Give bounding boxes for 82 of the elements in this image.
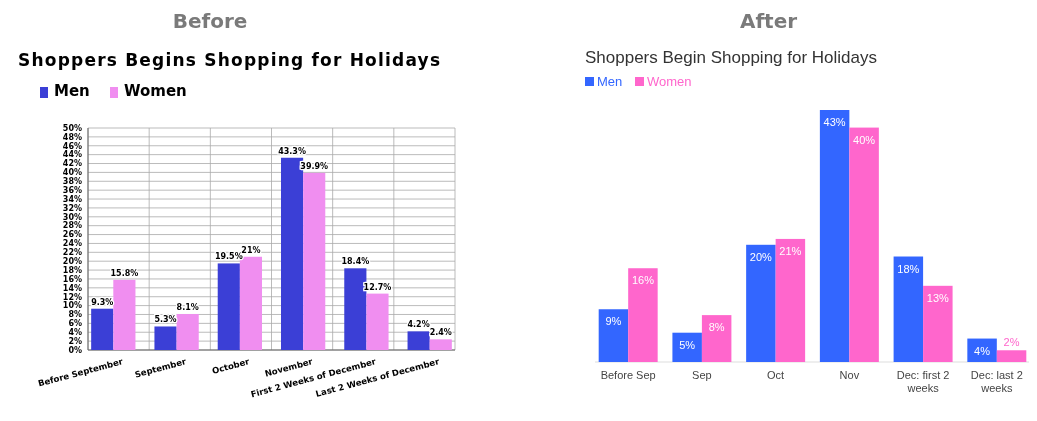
data-label: 2.4% — [429, 328, 452, 338]
data-label: 4% — [974, 344, 991, 357]
y-tick-label: 32% — [62, 203, 82, 213]
data-label: 18.4% — [341, 257, 370, 267]
y-tick-label: 20% — [62, 257, 82, 266]
y-tick-label: 0% — [68, 345, 82, 355]
bar — [598, 309, 629, 362]
data-label: 13% — [926, 291, 950, 304]
y-tick-label: 24% — [62, 239, 82, 249]
bar — [849, 127, 879, 362]
x-tick-label: Nov — [839, 369, 860, 381]
y-tick-label: 22% — [62, 248, 82, 258]
y-tick-label: 48% — [62, 132, 82, 142]
data-label: 9% — [605, 315, 622, 328]
data-label: 8% — [708, 321, 725, 334]
data-label: 8.1% — [176, 303, 199, 313]
y-tick-label: 6% — [68, 319, 82, 329]
y-tick-label: 34% — [62, 194, 82, 204]
bar — [366, 293, 389, 350]
x-tick-label: Dec: first 2 weeks — [896, 369, 950, 394]
data-label: 16% — [631, 274, 655, 287]
y-tick-label: 42% — [62, 159, 82, 169]
bar — [154, 326, 177, 350]
y-tick-label: 44% — [62, 150, 82, 160]
data-label: 21% — [241, 245, 261, 255]
bar — [91, 308, 114, 350]
y-tick-label: 36% — [62, 185, 82, 195]
bar — [303, 172, 326, 350]
y-tick-label: 18% — [62, 265, 82, 275]
y-tick-label: 30% — [62, 212, 82, 222]
data-label: 5% — [679, 338, 696, 351]
bar — [893, 256, 924, 362]
y-tick-label: 8% — [68, 310, 82, 320]
data-label: 21% — [779, 244, 802, 257]
y-tick-label: 38% — [62, 177, 82, 187]
data-label: 18% — [897, 262, 920, 275]
bar — [672, 332, 702, 362]
y-tick-label: 16% — [62, 274, 82, 284]
data-label: 20% — [749, 250, 773, 263]
data-label: 5.3% — [154, 315, 177, 325]
bar — [701, 315, 732, 362]
y-tick-label: 4% — [68, 328, 82, 338]
chart-subtitle: Shoppers Begin Shopping for Holidays — [585, 48, 878, 67]
x-tick-label: Dec: last 2 weeks — [970, 369, 1023, 394]
bar — [628, 268, 658, 362]
legend-label: Women — [647, 74, 692, 89]
bar — [819, 110, 850, 362]
legend-label: Men — [597, 74, 623, 89]
data-label: 4.2% — [407, 320, 430, 330]
chart-subtitle: Shoppers Begins Shopping for Holidays — [18, 50, 440, 70]
bar — [113, 279, 136, 350]
data-label: 9.3% — [91, 297, 114, 307]
bar — [429, 339, 452, 350]
bar — [176, 314, 199, 350]
y-tick-label: 10% — [62, 301, 82, 311]
data-label: 19.5% — [214, 252, 243, 262]
y-tick-label: 26% — [62, 230, 82, 240]
bar — [775, 238, 806, 362]
bar — [746, 244, 776, 362]
y-tick-label: 12% — [62, 292, 82, 302]
bar — [217, 263, 240, 350]
bar — [996, 350, 1027, 362]
data-label: 43% — [823, 116, 846, 128]
legend-label: Women — [124, 82, 187, 100]
data-label: 2% — [1003, 336, 1020, 349]
chart-title: Before — [172, 9, 248, 33]
data-label: 15.8% — [110, 268, 139, 278]
y-tick-label: 14% — [62, 283, 82, 293]
legend-label: Men — [54, 82, 90, 100]
chart-title: After — [739, 9, 798, 33]
data-label: 40% — [853, 133, 876, 146]
x-tick-label: Oct — [767, 369, 785, 381]
y-tick-label: 28% — [62, 221, 82, 231]
x-tick-label: Sep — [692, 369, 712, 381]
data-label: 43.3% — [278, 146, 306, 156]
y-tick-label: 40% — [62, 168, 82, 178]
y-tick-label: 46% — [62, 141, 82, 151]
bar — [923, 285, 953, 362]
y-tick-label: 2% — [68, 336, 82, 346]
x-tick-label: Before Sep — [600, 369, 656, 381]
y-tick-label: 50% — [62, 123, 82, 133]
bar — [407, 331, 430, 350]
